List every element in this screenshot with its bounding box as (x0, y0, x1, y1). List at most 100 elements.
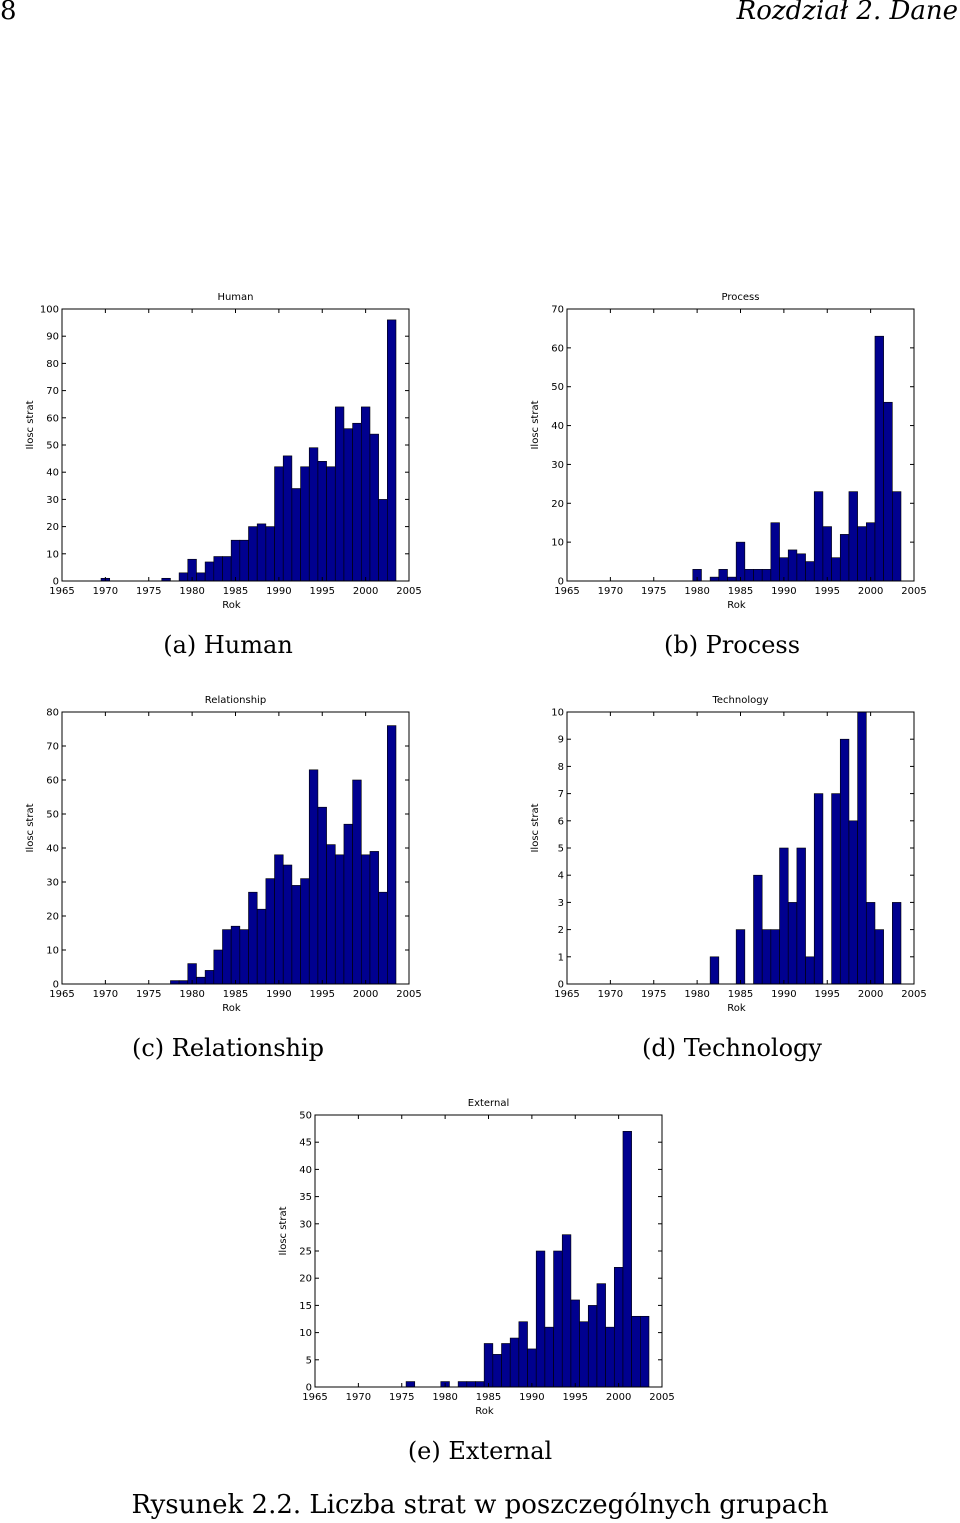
bar (501, 1343, 511, 1388)
figure-caption: Rysunek 2.2. Liczba strat w poszczególny… (131, 1490, 829, 1520)
bar (753, 569, 763, 582)
bar (839, 534, 850, 582)
y-tick-label: 60 (551, 343, 564, 354)
y-tick-label: 5 (558, 844, 564, 855)
x-tick-label: 2000 (353, 586, 378, 597)
y-tick-label: 20 (46, 522, 59, 533)
chart-svg: Relationship 1965 1970 1975 1980 1985 1990 1995… (25, 695, 422, 1014)
bar (387, 319, 397, 582)
x-tick-label: 1965 (302, 1392, 327, 1403)
bar (256, 908, 267, 985)
y-tick-label: 0 (53, 980, 59, 991)
y-tick-label: 45 (299, 1138, 312, 1149)
bar (865, 522, 876, 582)
bar (787, 902, 798, 985)
bar (813, 793, 824, 985)
bar (796, 553, 806, 582)
x-axis-label: Rok (222, 600, 241, 611)
bar (622, 1131, 632, 1388)
y-tick-label: 50 (551, 382, 564, 393)
bar (378, 891, 388, 985)
x-tick-label: 1970 (93, 989, 118, 1000)
y-tick-label: 20 (299, 1274, 312, 1285)
bar (761, 569, 772, 582)
bar (822, 526, 832, 582)
bar (457, 1381, 468, 1388)
page-number: 8 (0, 0, 17, 26)
subfigure-label-external: (e) External (407, 1437, 553, 1465)
y-tick-label: 0 (53, 577, 59, 588)
bar (579, 1321, 589, 1388)
bar (874, 335, 884, 582)
x-tick-label: 1975 (641, 586, 666, 597)
x-tick-label: 1985 (476, 1392, 501, 1403)
bar (317, 461, 327, 582)
bar (553, 1250, 563, 1388)
bar (848, 491, 858, 582)
bar (222, 556, 232, 582)
bar (387, 725, 397, 985)
bar (360, 406, 371, 582)
bar (805, 561, 815, 582)
bar (178, 980, 189, 985)
y-tick-label: 20 (551, 499, 564, 510)
bar (334, 854, 345, 985)
y-tick-label: 60 (46, 413, 59, 424)
chart-title: External (468, 1098, 510, 1109)
bar (282, 455, 293, 582)
y-tick-label: 10 (46, 946, 59, 957)
bar (874, 929, 884, 985)
x-tick-label: 1970 (346, 1392, 371, 1403)
x-tick-label: 1980 (179, 586, 204, 597)
bar (779, 847, 789, 985)
y-tick-label: 70 (46, 386, 59, 397)
subfigure-label-human: (a) Human (163, 631, 293, 659)
y-tick-label: 8 (558, 762, 564, 773)
bar (326, 844, 336, 985)
y-tick-label: 4 (558, 871, 564, 882)
bar (405, 1381, 416, 1388)
y-tick-label: 25 (299, 1247, 312, 1258)
bar (770, 929, 780, 985)
subfigure-label-process: (b) Process (663, 631, 801, 659)
bar (213, 556, 223, 582)
x-tick-label: 2000 (606, 1392, 631, 1403)
x-tick-label: 1970 (93, 586, 118, 597)
x-tick-label: 1980 (432, 1392, 457, 1403)
subfigure-label-relationship: (c) Relationship (131, 1034, 325, 1062)
x-tick-label: 1980 (684, 586, 709, 597)
x-tick-label: 1985 (728, 989, 753, 1000)
x-tick-label: 1975 (641, 989, 666, 1000)
chart-technology: Technology 1965 1970 1975 1980 1985 1990 1995 20… (525, 691, 927, 1021)
bar (892, 491, 902, 582)
x-tick-label: 1995 (310, 586, 335, 597)
y-tick-label: 3 (558, 898, 564, 909)
y-tick-label: 60 (46, 776, 59, 787)
x-tick-label: 2000 (353, 989, 378, 1000)
bar (770, 522, 780, 582)
x-tick-label: 2000 (858, 989, 883, 1000)
y-tick-label: 20 (46, 912, 59, 923)
chart-svg: External 1965 1970 1975 1980 1985 1990 1995 2000… (278, 1098, 675, 1417)
y-tick-label: 0 (558, 980, 564, 991)
bar (483, 1343, 494, 1388)
chart-title: Relationship (205, 695, 266, 706)
bar (561, 1234, 572, 1388)
y-tick-label: 50 (46, 441, 59, 452)
bar (369, 851, 379, 985)
bar (640, 1315, 650, 1388)
y-tick-label: 100 (40, 305, 59, 316)
bar (518, 1321, 528, 1388)
y-tick-label: 1 (558, 952, 564, 963)
bar (352, 422, 362, 582)
bar (230, 925, 241, 985)
bar (839, 738, 850, 985)
bar (178, 572, 189, 582)
y-tick-label: 40 (46, 468, 59, 479)
y-tick-label: 40 (299, 1165, 312, 1176)
subfigure-label-technology: (d) Technology (642, 1034, 822, 1062)
y-tick-label: 10 (299, 1328, 312, 1339)
bar (248, 891, 258, 985)
x-tick-label: 1990 (266, 586, 291, 597)
